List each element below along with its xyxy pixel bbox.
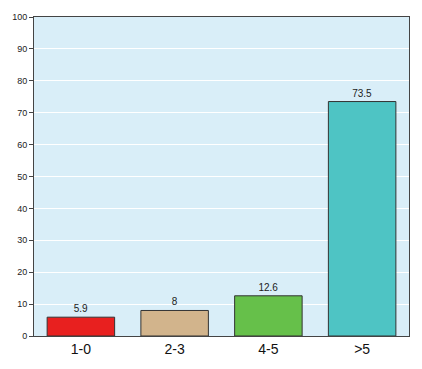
svg-text:70: 70 bbox=[17, 108, 27, 118]
svg-text:5.9: 5.9 bbox=[74, 303, 88, 314]
svg-text:73.5: 73.5 bbox=[352, 88, 372, 99]
svg-text:40: 40 bbox=[17, 204, 27, 214]
svg-text:100: 100 bbox=[12, 12, 27, 22]
svg-text:90: 90 bbox=[17, 44, 27, 54]
svg-text:4-5: 4-5 bbox=[258, 341, 278, 357]
svg-text:0: 0 bbox=[22, 331, 27, 341]
svg-text:80: 80 bbox=[17, 76, 27, 86]
svg-text:1-0: 1-0 bbox=[71, 341, 91, 357]
svg-text:8: 8 bbox=[172, 296, 178, 307]
svg-text:10: 10 bbox=[17, 299, 27, 309]
svg-text:30: 30 bbox=[17, 235, 27, 245]
svg-text:50: 50 bbox=[17, 172, 27, 182]
svg-text:2-3: 2-3 bbox=[165, 341, 185, 357]
svg-text:12.6: 12.6 bbox=[258, 282, 278, 293]
svg-text:60: 60 bbox=[17, 140, 27, 150]
svg-text:20: 20 bbox=[17, 267, 27, 277]
svg-text:>5: >5 bbox=[354, 341, 370, 357]
